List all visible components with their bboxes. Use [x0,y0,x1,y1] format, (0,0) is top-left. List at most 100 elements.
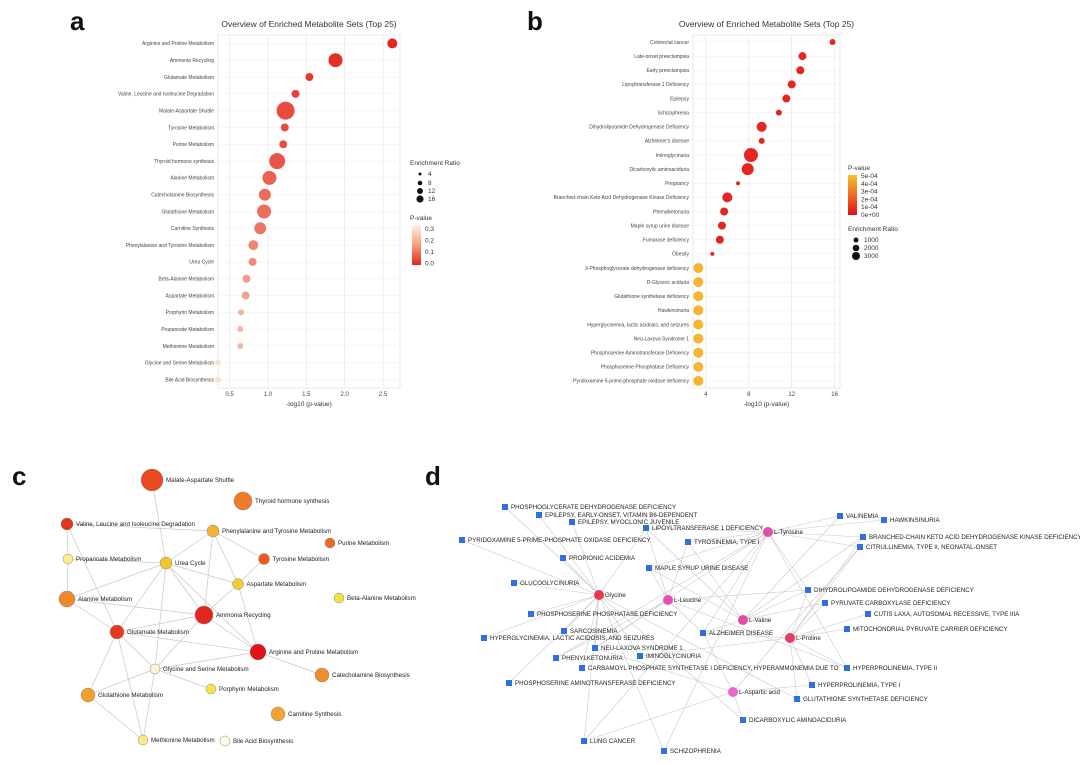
network-node [270,706,286,722]
y-category-label: Late-onset preeclampsia [634,54,689,60]
disease-node-label: EPILEPSY, MYOCLONIC JUVENILE [578,519,679,526]
network-node-label: Valine, Leucine and Isoleucine Degradati… [76,521,195,528]
size-legend-dot [418,172,422,176]
data-point [262,170,277,185]
disease-node-label: ALZHEIMER DISEASE [709,630,773,637]
size-legend-label: 2000 [864,245,879,252]
disease-node [561,628,567,634]
y-category-label: Ammonia Recycling [170,58,214,64]
network-edge [767,519,885,533]
disease-node [844,626,850,632]
network-edge [598,594,798,700]
network-edge [702,619,744,634]
network-edge [667,541,689,601]
network-node [324,537,336,549]
data-point [269,153,286,170]
y-category-label: Glutathione synthetase deficiency [614,294,689,300]
network-edge [583,594,600,742]
network-edge [237,558,265,585]
network-edge [571,521,600,596]
x-tick-label: 2.0 [341,392,350,398]
network-node [159,556,173,570]
disease-node [857,544,863,550]
y-category-label: Catecholamine Biosynthesis [151,192,214,198]
size-legend-label: 4 [428,171,432,178]
data-point [248,240,259,251]
data-point [743,148,758,163]
network-edge [555,531,769,659]
network-node-label: Purine Metabolism [338,540,389,547]
data-point [717,221,726,230]
network-node-label: Beta-Alanine Metabolism [347,595,416,602]
disease-node-label: PHENYLKETONURIA [562,655,624,662]
x-tick-label: 2.5 [379,392,388,398]
chart-title: Overview of Enriched Metabolite Sets (To… [221,19,396,29]
network-edge [789,546,861,639]
data-point [280,123,289,132]
y-category-label: Dihydrolipoamide Dehydrogenase Deficienc… [589,125,689,131]
data-point [215,376,221,383]
metabolite-node [738,615,748,625]
size-legend-label: 3000 [864,253,879,260]
disease-node [837,513,843,519]
network-edge [237,583,259,653]
network-edge [639,637,791,657]
network-node-label: Alanine Metabolism [78,596,132,603]
network-edge [645,527,669,601]
size-legend-label: 1000 [864,237,879,244]
color-legend-title: P-value [848,165,870,172]
data-point [387,38,398,49]
disease-node [502,504,508,510]
size-legend-dot [416,195,424,203]
network-node [80,687,96,703]
network-edge [581,594,600,669]
metabolite-node-label: L-Valine [749,617,772,624]
y-category-label: Lipoyltransferase 1 Deficiency [622,82,689,88]
network-edge [598,527,647,596]
disease-node [481,635,487,641]
disease-node [553,655,559,661]
network-node-label: Phenylalanine and Tyrosine Metabolism [222,528,331,535]
data-point [291,89,300,98]
metabolite-node-label: L-Aspartic acid [739,689,780,696]
network-node [137,734,149,746]
panel-label-d: d [425,461,441,491]
data-point [693,305,704,316]
network-node-label: Ammonia Recycling [216,612,271,619]
y-category-label: Schizophrenia [657,110,689,116]
metabolite-node [728,687,738,697]
disease-node-label: DIHYDROLIPOAMIDE DEHYDROGENASE DEFICIENC… [814,587,974,594]
network-edge [67,558,167,564]
network-node [249,643,267,661]
metabolite-node-label: L-Leucine [674,597,702,604]
size-legend-dot [417,188,423,194]
network-edge [667,599,848,669]
size-legend-label: 12 [428,188,436,195]
network-node [219,735,231,747]
network-edge [789,637,813,686]
network-edge [165,530,214,564]
network-node [233,491,253,511]
y-category-label: Propanoate Metabolism [161,327,214,333]
color-legend-label: 0.2 [425,238,434,245]
x-tick-label: 4 [704,392,708,398]
disease-node [506,680,512,686]
data-point [693,291,704,302]
network-edge [504,506,600,596]
color-legend-label: 0.0 [425,261,434,268]
y-category-label: Branched-chain Keto Acid Dehydrogenase K… [554,195,690,201]
disease-node-label: DICARBOXYLIC AMINOACIDURIA [749,717,847,724]
network-edge [645,527,769,533]
disease-node-label: BRANCHED-CHAIN KETO ACID DEHYDROGENASE K… [869,534,1080,541]
y-category-label: Urea Cycle [189,260,214,266]
y-category-label: Carnitine Synthesis [171,226,215,232]
metabolite-node-label: Glycine [605,592,626,599]
network-edge [154,668,212,690]
color-legend-label: 0.1 [425,249,434,256]
x-axis-title: -log10 (p-value) [286,401,332,408]
data-point [722,192,733,203]
network-edge [667,599,704,634]
data-point [254,222,267,235]
network-edge [151,479,167,564]
